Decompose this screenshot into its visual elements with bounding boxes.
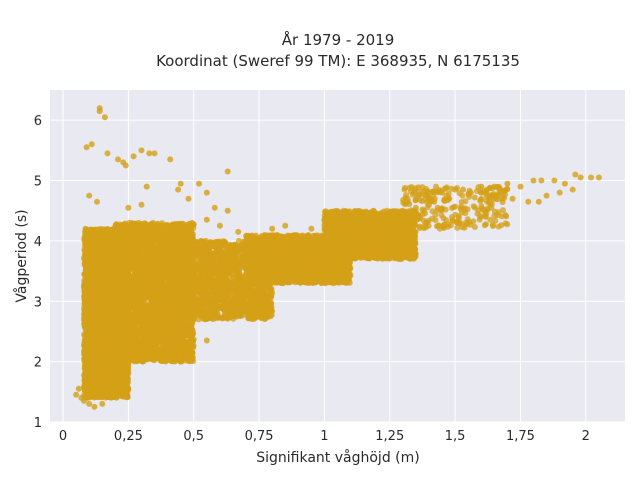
- grid-lines: [50, 90, 625, 423]
- data-point: [91, 301, 98, 308]
- data-point: [88, 360, 95, 367]
- data-point: [99, 245, 106, 252]
- data-point: [104, 308, 111, 315]
- data-point: [99, 283, 106, 290]
- data-point: [84, 270, 91, 277]
- chart-title: År 1979 - 2019: [282, 30, 395, 49]
- data-point: [100, 342, 107, 349]
- data-point: [102, 251, 109, 258]
- data-point: [83, 284, 90, 291]
- data-point: [87, 320, 94, 326]
- data-point: [83, 307, 90, 314]
- data-point: [115, 385, 122, 392]
- data-point: [87, 347, 94, 354]
- data-point: [88, 252, 95, 259]
- data-point: [90, 227, 97, 234]
- data-point: [81, 260, 88, 267]
- data-point: [86, 325, 93, 332]
- data-point: [108, 389, 115, 396]
- data-point: [99, 295, 106, 302]
- data-point: [94, 290, 101, 297]
- data-point: [101, 323, 108, 330]
- data-point: [90, 234, 97, 240]
- chart-subtitle: Koordinat (Sweref 99 TM): E 368935, N 61…: [156, 52, 520, 70]
- data-point: [105, 287, 111, 294]
- data-point: [111, 369, 118, 376]
- data-point: [93, 328, 99, 335]
- data-point: [100, 260, 107, 267]
- data-point: [92, 270, 99, 277]
- data-point: [100, 371, 107, 378]
- data-point: [106, 380, 113, 387]
- data-point: [91, 312, 98, 319]
- data-point: [86, 392, 93, 399]
- data-point: [121, 380, 128, 387]
- data-point: [99, 304, 106, 311]
- data-point: [82, 373, 88, 380]
- data-point: [94, 346, 101, 353]
- data-point: [85, 301, 92, 308]
- data-point: [99, 355, 106, 362]
- data-point: [87, 278, 93, 285]
- data-point: [101, 362, 108, 368]
- data-point: [88, 295, 95, 302]
- data-point: [84, 231, 91, 238]
- data-point: [106, 315, 113, 322]
- data-point: [122, 373, 129, 379]
- data-point: [100, 350, 107, 356]
- data-point: [99, 275, 106, 282]
- data-point: [107, 243, 114, 249]
- data-point: [95, 379, 102, 386]
- data-point: [81, 293, 87, 300]
- data-points: [73, 105, 602, 410]
- data-point: [90, 369, 97, 376]
- data-point: [101, 379, 108, 386]
- data-point: [102, 268, 109, 275]
- data-point: [96, 237, 102, 244]
- data-point: [86, 242, 93, 249]
- data-point: [119, 392, 126, 399]
- data-point: [100, 229, 107, 236]
- data-point: [99, 385, 106, 392]
- data-point: [86, 341, 93, 348]
